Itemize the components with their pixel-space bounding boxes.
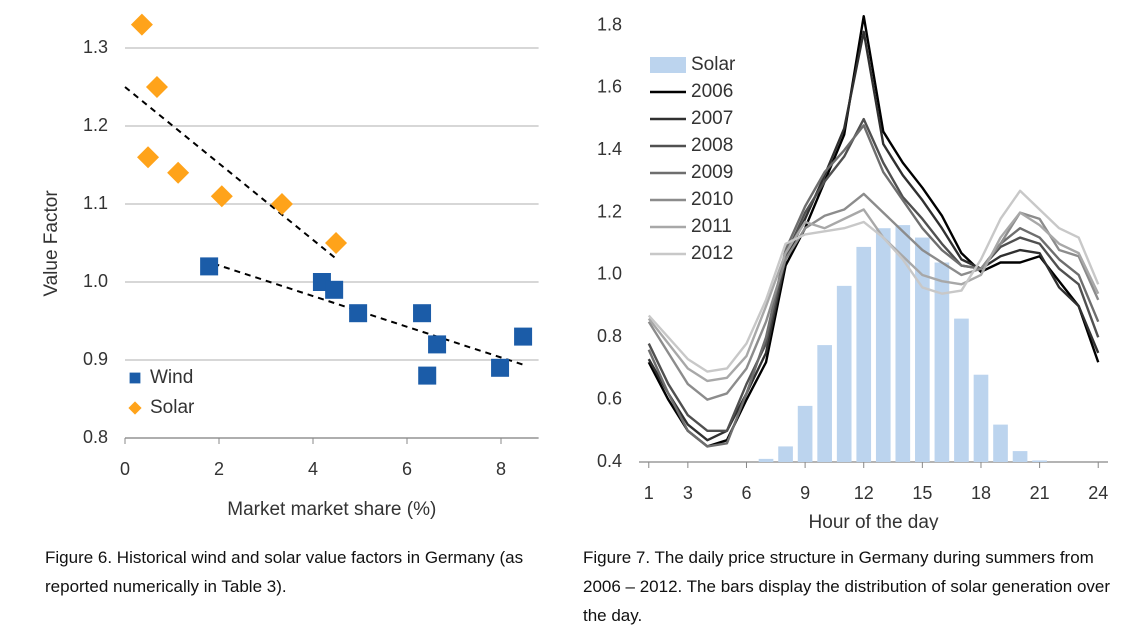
legend-label: Solar — [150, 397, 195, 418]
legend-label: Wind — [150, 367, 193, 388]
y-tick-label: 1.2 — [83, 115, 108, 135]
point — [167, 161, 190, 184]
x-tick-label: 6 — [402, 459, 412, 479]
bar — [758, 458, 774, 462]
point — [137, 146, 160, 169]
point — [325, 232, 348, 254]
bar — [954, 318, 969, 462]
legend-label: 2007 — [691, 108, 733, 129]
y-tick-label: 0.8 — [597, 326, 622, 346]
x-tick-label: 3 — [683, 483, 693, 503]
legend-marker — [129, 372, 141, 384]
x-tick-label: 18 — [971, 483, 991, 503]
legend-label: 2006 — [691, 81, 733, 102]
point — [325, 280, 344, 299]
bar — [973, 374, 989, 462]
point — [130, 13, 153, 36]
y-tick-label: 1.0 — [597, 264, 622, 284]
legend-marker — [128, 401, 142, 415]
x-tick-label: 4 — [308, 459, 318, 479]
legend-label: 2012 — [691, 243, 733, 264]
y-tick-label: 0.8 — [83, 427, 108, 447]
legend-label: Solar — [691, 54, 736, 75]
x-tick-label: 2 — [214, 459, 224, 479]
bar — [856, 246, 872, 462]
bar — [895, 225, 911, 462]
line — [647, 189, 1100, 373]
x-tick-label: 0 — [120, 459, 130, 479]
x-tick-label: 24 — [1088, 483, 1108, 503]
line — [647, 117, 1100, 433]
x-tick-label: 1 — [644, 483, 654, 503]
point — [491, 358, 510, 377]
bar — [817, 345, 832, 462]
bar — [1012, 451, 1028, 462]
point — [210, 185, 233, 208]
point — [418, 366, 437, 385]
y-tick-label: 0.4 — [597, 451, 622, 471]
x-axis-label: Hour of the day — [809, 512, 939, 530]
bar — [993, 424, 1008, 462]
caption: Figure 6. Historical wind and solar valu… — [45, 548, 524, 596]
y-tick-label: 1.4 — [597, 139, 622, 159]
x-tick-label: 15 — [912, 483, 932, 503]
trendline — [124, 86, 337, 260]
y-tick-label: 1.0 — [83, 271, 108, 291]
x-tick-label: 9 — [800, 483, 810, 503]
bar — [836, 285, 852, 462]
x-axis-label: Market market share (%) — [227, 499, 436, 520]
bar — [915, 237, 930, 462]
bar — [778, 446, 793, 462]
bar — [1032, 460, 1047, 462]
x-tick-label: 21 — [1030, 483, 1050, 503]
point — [428, 335, 447, 354]
line — [647, 15, 1100, 448]
legend-label: 2010 — [691, 189, 733, 210]
y-tick-label: 1.8 — [597, 14, 622, 34]
y-tick-label: 1.1 — [83, 193, 108, 213]
x-tick-label: 8 — [496, 459, 506, 479]
line — [647, 124, 1100, 448]
point — [200, 257, 219, 276]
bar — [875, 228, 891, 462]
legend-label: 2008 — [691, 135, 733, 156]
legend-label: 2011 — [691, 216, 732, 237]
legend-label: 2009 — [691, 162, 733, 183]
point — [349, 304, 368, 323]
legend-marker — [650, 57, 686, 73]
y-axis-label: Value Factor — [41, 190, 62, 297]
point — [145, 76, 168, 98]
line — [647, 208, 1100, 383]
caption: Figure 7. The daily price structure in G… — [583, 548, 1111, 625]
y-tick-label: 1.2 — [597, 201, 622, 221]
y-tick-label: 0.9 — [83, 349, 108, 369]
bar — [934, 262, 950, 462]
point — [413, 304, 432, 323]
x-tick-label: 6 — [741, 483, 751, 503]
y-tick-label: 1.3 — [83, 37, 108, 57]
point — [514, 327, 533, 346]
y-tick-label: 1.6 — [597, 77, 622, 97]
point — [270, 193, 293, 215]
x-tick-label: 12 — [854, 483, 874, 503]
line — [647, 30, 1100, 442]
bar — [797, 405, 813, 462]
y-tick-label: 0.6 — [597, 388, 622, 408]
